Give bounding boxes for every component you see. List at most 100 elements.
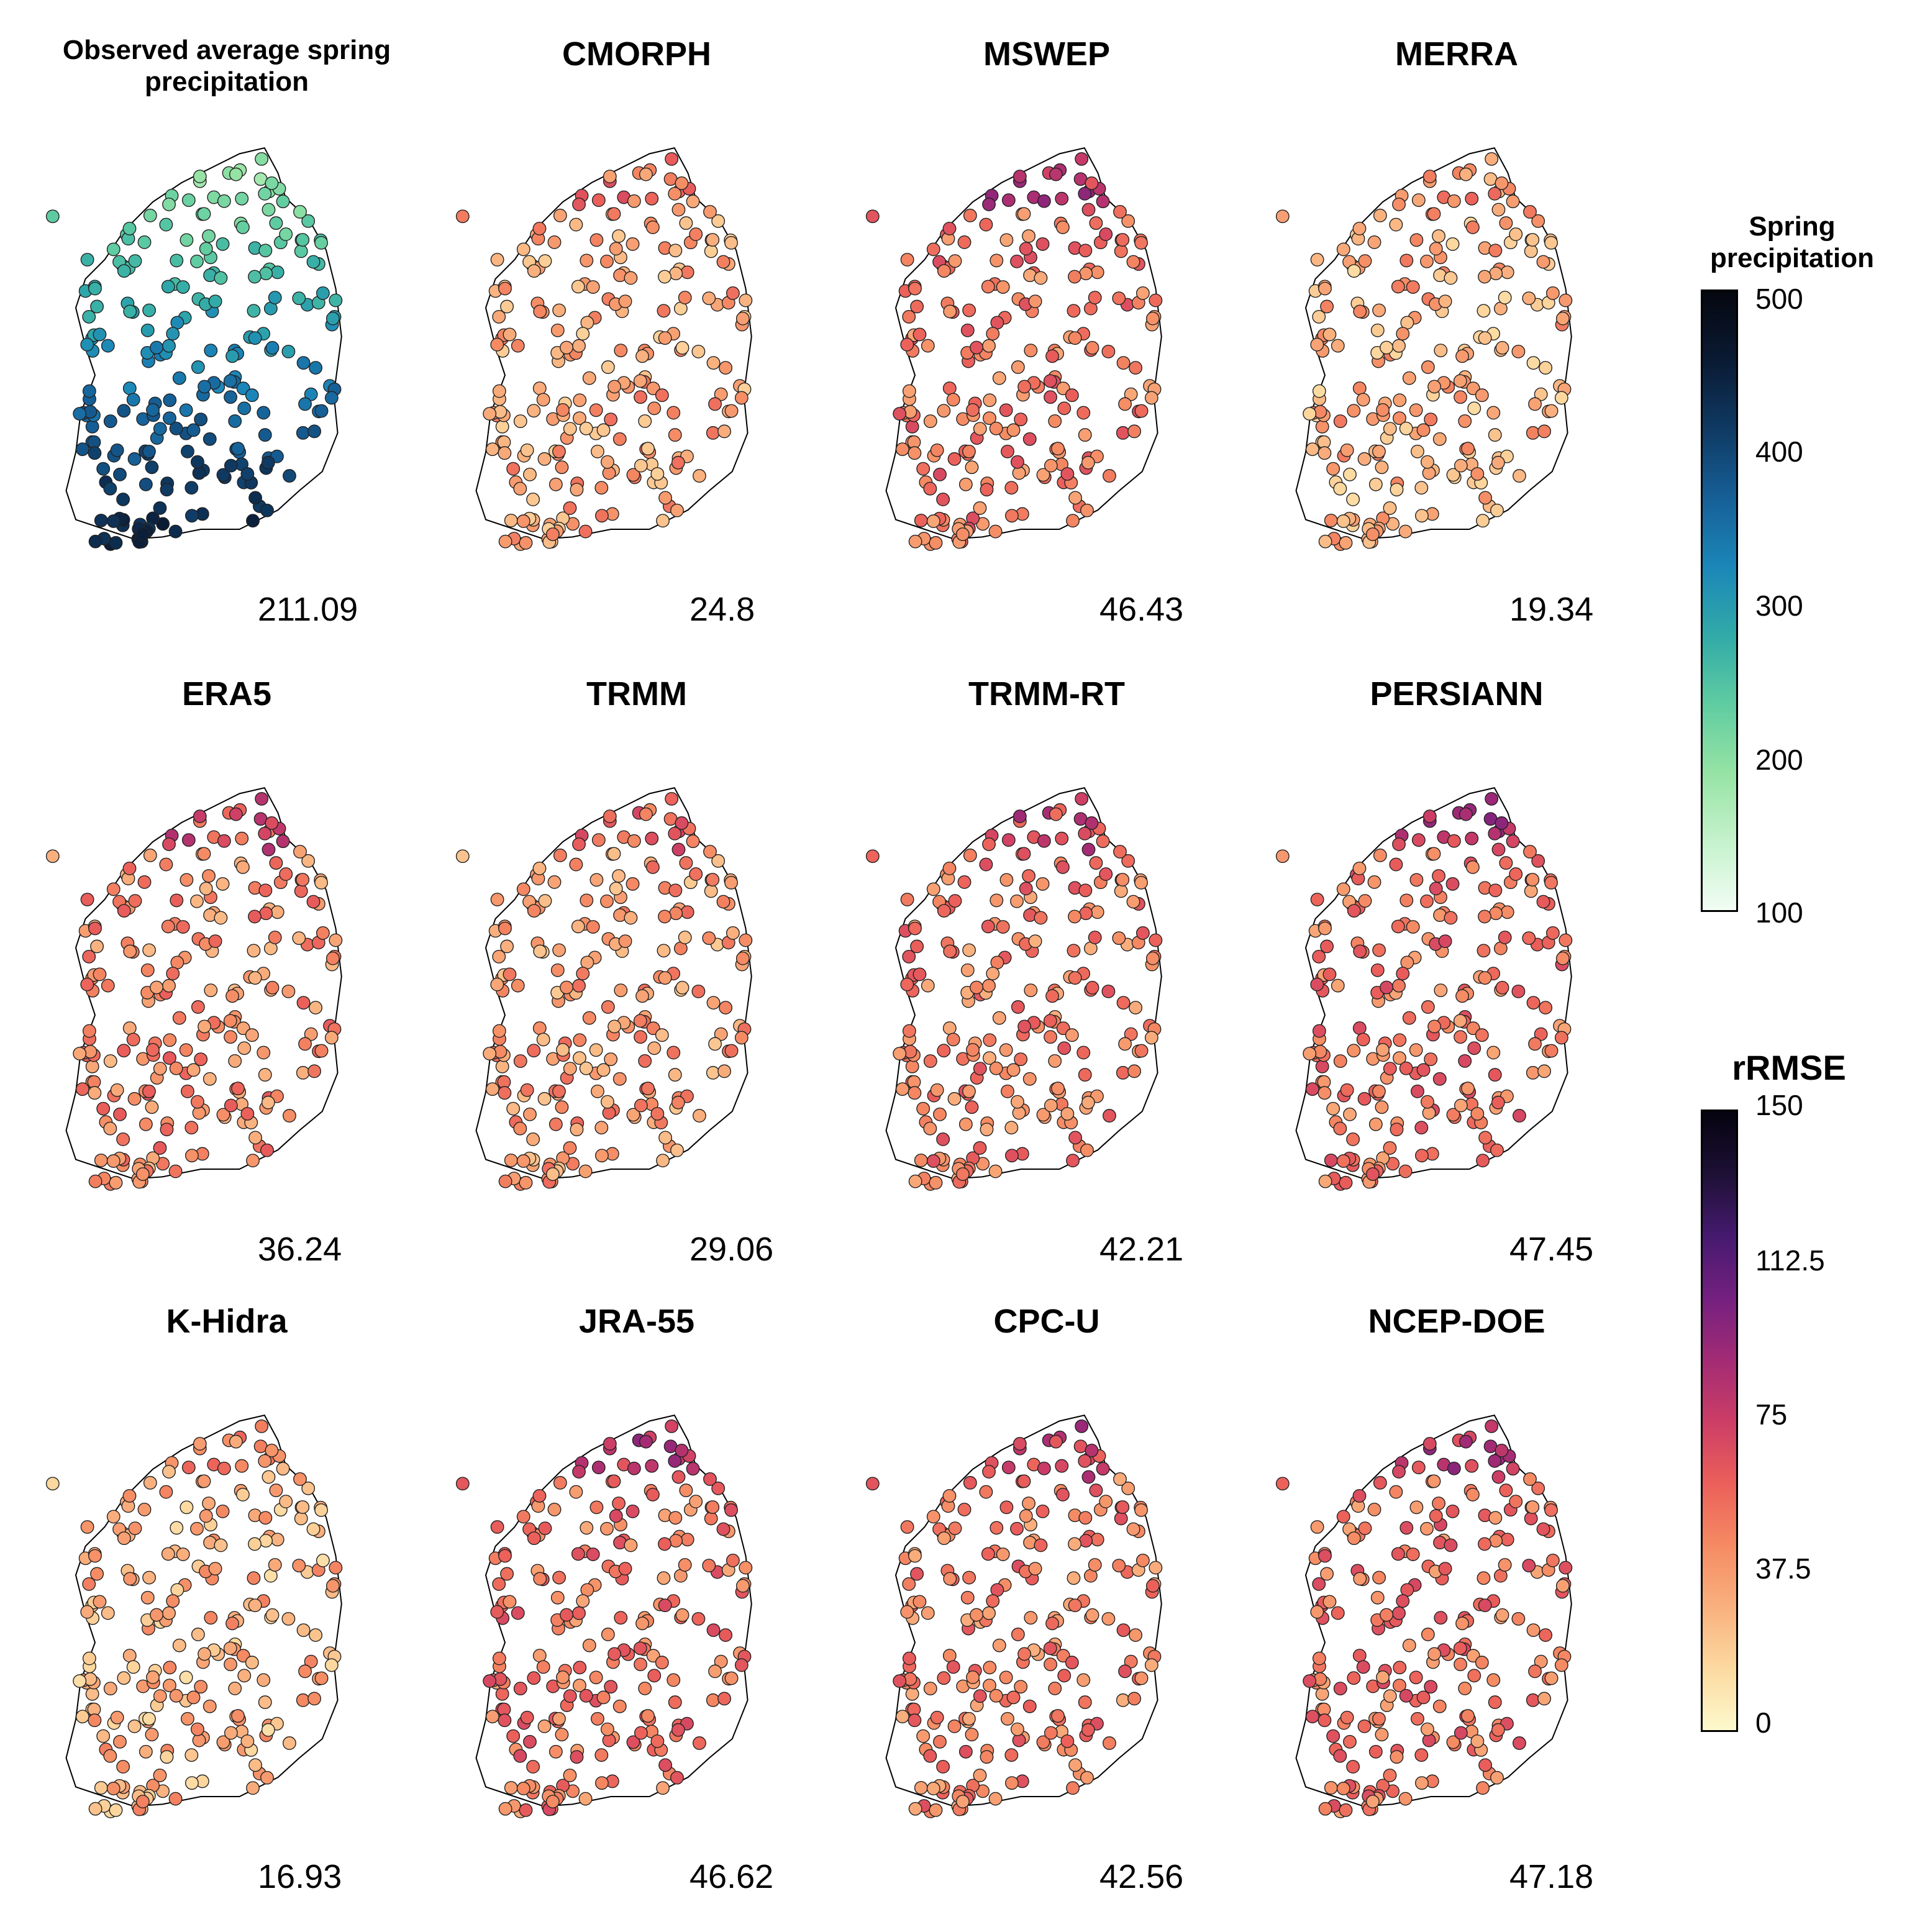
station-marker [198,1019,212,1034]
station-marker [553,848,567,862]
station-marker [1011,1628,1025,1641]
station-marker [1326,462,1340,476]
station-marker [235,191,249,206]
station-marker [1424,1680,1438,1694]
station-marker [1112,931,1126,945]
station-marker [304,1027,318,1041]
station-marker [1454,1726,1468,1740]
station-marker [633,1014,647,1028]
station-marker [1499,856,1513,870]
station-marker [513,1749,527,1763]
station-marker [1356,1660,1370,1674]
station-marker [500,299,514,314]
station-marker [191,1628,205,1641]
station-marker [693,1109,706,1123]
station-marker [88,1174,102,1188]
station-marker [1099,1495,1113,1509]
station-marker [1068,1598,1082,1613]
station-marker [1310,893,1324,906]
station-marker [923,481,937,496]
station-marker [942,1021,957,1036]
station-marker [455,849,470,863]
station-marker [657,944,671,958]
station-marker [679,216,693,230]
station-marker [1526,356,1541,370]
station-marker [135,1795,150,1808]
station-marker [1076,1046,1091,1060]
station-marker [902,949,916,964]
station-marker [1336,882,1350,896]
station-marker [921,339,935,353]
station-marker [268,931,282,944]
station-marker [306,255,321,269]
station-marker [281,1611,296,1626]
station-marker [240,1734,255,1748]
station-marker [511,339,525,353]
station-marker [1343,1734,1357,1749]
station-marker [604,1680,618,1694]
station-marker [589,873,604,887]
station-marker [594,1748,609,1762]
station-marker [1411,1084,1424,1098]
station-marker [1389,1485,1403,1499]
station-marker [237,401,252,416]
station-marker [101,978,115,993]
station-marker [94,513,108,527]
station-marker [989,1688,1003,1703]
station-marker [992,1011,1006,1025]
station-marker [668,428,682,442]
station-marker [578,1164,593,1178]
station-marker [739,293,753,308]
station-marker [973,1062,987,1076]
station-marker [217,1461,231,1475]
station-marker [503,327,517,342]
station-marker [110,1710,124,1725]
station-marker [128,894,142,908]
station-marker [576,1594,590,1608]
station-marker [1352,862,1367,875]
station-marker [296,1500,310,1514]
station-marker [123,944,137,959]
station-marker [498,1086,512,1100]
station-marker [203,432,217,446]
station-marker [1402,1011,1416,1025]
station-marker [153,1768,167,1782]
map-panel: PERSIANN 47.45 [1242,677,1671,1305]
station-marker [314,235,329,250]
station-marker [612,432,627,446]
panel-value: 47.18 [1509,1858,1594,1895]
station-marker [724,235,739,250]
station-marker [1060,467,1075,481]
station-marker [1045,989,1059,1003]
station-marker [324,391,339,405]
station-marker [1022,1072,1037,1086]
station-marker [527,1671,541,1685]
station-marker [181,193,196,207]
station-marker [1126,1522,1140,1536]
station-marker [1389,217,1403,232]
station-marker [1478,331,1492,345]
station-marker [506,1101,521,1116]
station-marker [1006,1690,1021,1705]
station-marker [142,1570,157,1585]
station-marker [1076,1673,1091,1687]
station-marker [1318,534,1332,549]
station-marker [1324,1780,1338,1795]
station-marker [1088,291,1102,304]
station-marker [1012,1733,1026,1747]
station-marker [665,1419,679,1433]
station-marker [908,1713,922,1728]
station-marker [569,217,583,232]
station-marker [1432,1497,1445,1510]
station-marker [923,1749,937,1763]
station-marker [1090,905,1104,919]
station-marker [603,170,617,184]
station-marker [329,933,343,947]
station-marker [595,1149,609,1163]
station-marker [669,906,683,921]
station-marker [1049,807,1063,821]
station-marker [656,1154,670,1168]
station-marker [1376,403,1390,417]
station-marker [1392,837,1406,851]
station-marker [1066,514,1080,528]
